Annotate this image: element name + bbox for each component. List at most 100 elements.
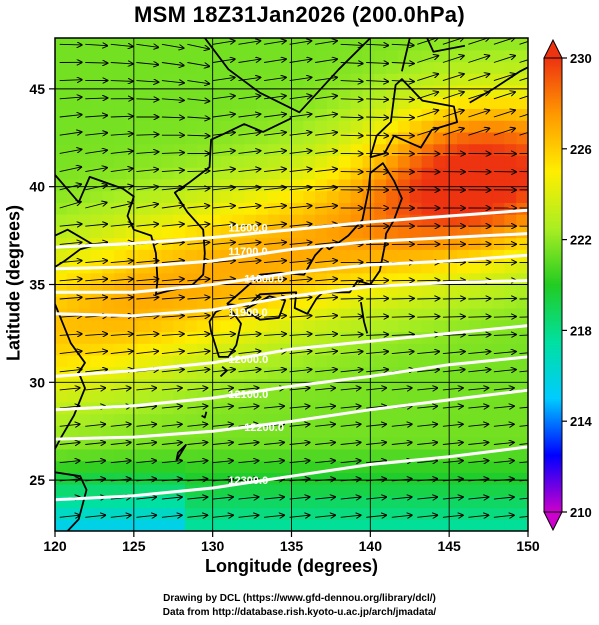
colorbar-tick-label: 230 bbox=[570, 51, 592, 66]
wind-arrow bbox=[366, 44, 388, 45]
field-cell bbox=[161, 214, 174, 227]
wind-arrow bbox=[442, 298, 465, 299]
wind-arrow bbox=[59, 242, 82, 244]
field-cell bbox=[421, 401, 434, 415]
wind-arrow bbox=[340, 515, 361, 517]
field-cell bbox=[338, 319, 352, 333]
field-cell bbox=[66, 319, 80, 333]
field-cell bbox=[492, 96, 505, 110]
field-cell bbox=[386, 425, 399, 438]
field-cell bbox=[78, 61, 92, 74]
wind-arrow bbox=[161, 369, 184, 371]
wind-arrow bbox=[519, 316, 528, 318]
field-cell bbox=[291, 484, 304, 497]
field-cell bbox=[480, 214, 494, 227]
field-cell bbox=[433, 484, 446, 497]
field-cell bbox=[185, 460, 198, 473]
field-cell bbox=[137, 331, 151, 344]
wind-arrow bbox=[493, 74, 515, 82]
field-cell bbox=[445, 143, 458, 156]
wind-arrow bbox=[187, 424, 207, 426]
field-cell bbox=[114, 108, 127, 121]
field-cell bbox=[421, 202, 434, 215]
field-cell bbox=[55, 73, 68, 86]
wind-arrow bbox=[366, 442, 386, 444]
wind-arrow bbox=[442, 352, 465, 354]
field-cell bbox=[114, 190, 127, 203]
wind-arrow bbox=[289, 424, 310, 426]
field-cell bbox=[208, 108, 222, 121]
field-cell bbox=[303, 155, 316, 168]
wind-arrow bbox=[289, 316, 312, 318]
field-cell bbox=[421, 519, 434, 531]
field-cell bbox=[149, 354, 163, 368]
wind-arrow bbox=[85, 185, 107, 191]
wind-arrow bbox=[212, 424, 233, 426]
wind-arrow bbox=[315, 388, 335, 390]
field-cell bbox=[468, 202, 482, 215]
wind-arrow bbox=[212, 169, 235, 172]
field-cell bbox=[504, 472, 517, 485]
field-cell bbox=[338, 472, 352, 485]
x-tick-label: 135 bbox=[280, 538, 304, 554]
field-cell bbox=[338, 390, 352, 403]
field-cell bbox=[421, 331, 434, 344]
field-cell bbox=[220, 448, 233, 462]
field-cell bbox=[421, 225, 434, 239]
field-cell bbox=[196, 460, 210, 473]
field-cell bbox=[161, 61, 174, 74]
field-cell bbox=[397, 84, 411, 98]
field-cell bbox=[433, 61, 446, 74]
wind-arrow bbox=[212, 479, 233, 481]
field-cell bbox=[445, 307, 458, 321]
field-cell bbox=[504, 519, 517, 531]
wind-arrow bbox=[59, 224, 82, 226]
field-cell bbox=[386, 354, 399, 368]
wind-arrow bbox=[110, 151, 133, 153]
field-cell bbox=[315, 225, 328, 239]
field-cell bbox=[326, 84, 340, 98]
field-cell bbox=[362, 495, 375, 509]
field-cell bbox=[457, 131, 470, 145]
field-cell bbox=[244, 96, 257, 110]
field-cell bbox=[291, 460, 304, 473]
field-cell bbox=[256, 354, 269, 368]
wind-arrow bbox=[289, 41, 312, 45]
wind-arrow bbox=[519, 497, 528, 500]
field-cell bbox=[468, 401, 482, 415]
field-cell bbox=[397, 61, 411, 74]
field-cell bbox=[303, 390, 316, 403]
field-cell bbox=[149, 61, 163, 74]
field-cell bbox=[350, 155, 364, 168]
x-tick-label: 125 bbox=[122, 538, 146, 554]
wind-arrow bbox=[264, 77, 286, 80]
field-cell bbox=[445, 460, 458, 473]
field-cell bbox=[445, 84, 458, 98]
field-cell bbox=[362, 237, 375, 250]
field-cell bbox=[78, 120, 92, 133]
field-cell bbox=[374, 190, 387, 203]
field-cell bbox=[196, 519, 210, 531]
field-cell bbox=[256, 73, 269, 86]
field-cell bbox=[232, 96, 245, 110]
field-cell bbox=[161, 155, 174, 168]
field-cell bbox=[232, 143, 245, 156]
field-cell bbox=[386, 307, 399, 321]
wind-arrow bbox=[340, 497, 361, 499]
field-cell bbox=[315, 38, 328, 51]
field-cell bbox=[326, 225, 340, 239]
field-cell bbox=[90, 249, 103, 262]
field-cell bbox=[468, 307, 482, 321]
field-cell bbox=[55, 354, 68, 368]
wind-arrow bbox=[85, 261, 107, 263]
field-cell bbox=[173, 84, 186, 98]
wind-arrow bbox=[238, 497, 259, 499]
field-cell bbox=[397, 390, 411, 403]
field-cell bbox=[137, 460, 151, 473]
wind-arrow bbox=[315, 77, 337, 80]
wind-arrow bbox=[110, 461, 131, 463]
field-cell bbox=[161, 202, 174, 215]
wind-arrow bbox=[493, 406, 514, 408]
wind-arrow bbox=[519, 131, 528, 136]
field-cell bbox=[362, 49, 375, 63]
